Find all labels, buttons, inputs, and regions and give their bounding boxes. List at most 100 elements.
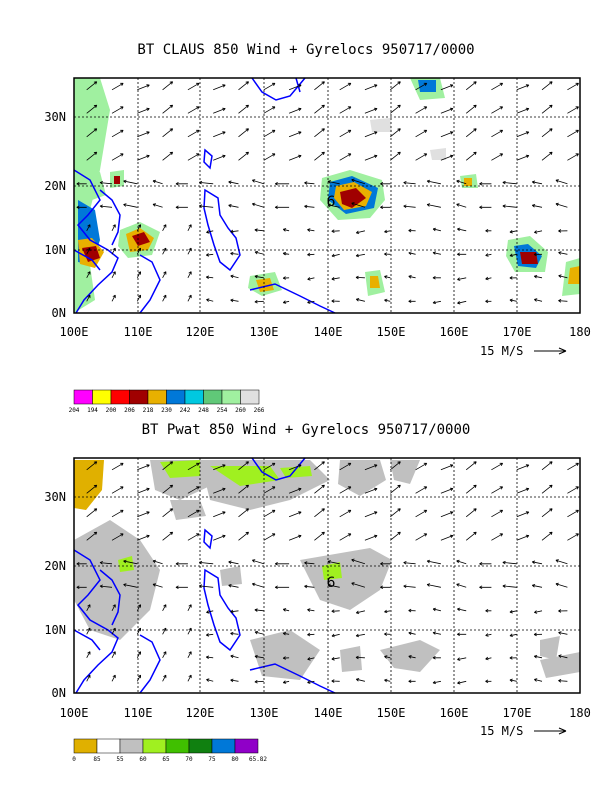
wind-arrow [213,534,226,541]
wind-arrow [516,154,530,161]
wind-arrow [252,202,264,208]
wind-arrow [254,654,264,659]
top-map-frame [73,77,581,314]
colorbar-label: 60 [139,756,147,763]
wind-arrow [440,511,454,518]
bottom-map-arrows [76,461,579,685]
wind-arrow [263,82,276,91]
colorbar-swatch [110,389,130,405]
colorbar-swatch [73,738,98,754]
wind-arrow [238,531,249,541]
wind-arrow [415,129,428,138]
wind-arrow [99,584,113,589]
wind-arrow [567,153,579,161]
wind-arrow [364,464,378,471]
wind-arrow [99,204,113,209]
bottom-x-tick: 180 [569,706,591,720]
colorbar-swatch [165,738,190,754]
wind-arrow [198,204,214,208]
wind-arrow [351,202,366,208]
wind-arrow [230,298,239,303]
colorbar-swatch [234,738,259,754]
wind-arrow [491,153,504,161]
bottom-map-title: BT Pwat 850 Wind + Gyrelocs 950717/0000 [141,422,471,438]
colorbar-swatch [184,389,204,405]
wind-arrow [465,104,477,114]
top-x-tick: 100E [60,325,89,339]
bottom-x-tick: 120E [186,706,215,720]
colorbar-swatch [73,389,93,405]
wind-arrow [339,462,352,471]
wind-arrow [531,584,543,588]
colorbar-label: 266 [254,407,265,414]
wind-arrow [307,680,315,684]
wind-arrow [86,461,98,471]
wind-arrow [187,651,192,658]
wind-arrow [384,252,391,256]
wind-arrow [175,205,188,210]
wind-arrow [314,508,325,518]
wind-arrow [403,204,416,209]
wind-arrow [123,203,138,208]
wind-arrow [123,583,138,588]
wind-arrow [111,486,124,494]
wind-arrow [440,534,454,541]
wind-arrow [485,656,492,661]
wind-arrow [355,633,365,638]
wind-arrow [288,534,302,541]
wind-arrow [415,486,428,494]
wind-arrow [384,229,391,234]
wind-arrow [432,631,441,635]
wind-arrow [282,608,290,612]
wind-arrow [314,151,325,161]
top-y-tick: 30N [44,110,66,124]
wind-arrow [254,608,264,612]
wind-arrow [380,181,391,186]
wind-arrow [205,253,214,257]
wind-arrow [331,253,340,258]
wind-arrow [516,107,530,114]
wind-arrow [384,609,391,614]
wind-arrow [238,461,249,471]
wind-arrow [86,294,91,302]
wind-arrow [187,153,200,161]
colorbar-swatch [221,389,241,405]
wind-arrow [465,461,477,471]
colorbar-label: 206 [124,407,135,414]
wind-arrow [339,509,352,518]
wind-arrow [314,81,325,91]
colorbar-swatch [188,738,213,754]
wind-arrow [205,275,214,280]
top-reference-vector: 15 M/S [480,344,567,358]
wind-arrow [282,656,290,660]
top-x-tick: 110E [124,325,153,339]
colorbar-label: 248 [198,407,209,414]
wind-arrow [390,484,401,494]
wind-arrow [254,679,264,684]
wind-arrow [288,131,302,138]
wind-arrow [479,561,492,566]
wind-arrow [238,128,249,138]
bottom-map-coastlines [73,457,336,694]
wind-arrow [238,104,249,114]
bottom-x-tick: 170E [503,706,532,720]
wind-arrow [432,607,441,612]
wind-arrow [187,509,200,518]
wind-arrow [187,627,192,635]
wind-arrow [491,462,504,471]
wind-arrow [86,224,91,231]
wind-arrow [403,561,416,565]
top-vector-label: 15 M/S [480,344,523,358]
wind-arrow [314,461,325,471]
colorbar-label: 200 [106,407,117,414]
wind-arrow [479,585,492,590]
wind-arrow [408,251,416,256]
wind-arrow [364,487,378,494]
wind-arrow [558,251,568,255]
wind-arrow [162,604,167,611]
wind-arrow [137,84,150,91]
colorbar-label: 230 [161,407,172,414]
wind-arrow [403,181,416,185]
wind-arrow [254,299,264,304]
